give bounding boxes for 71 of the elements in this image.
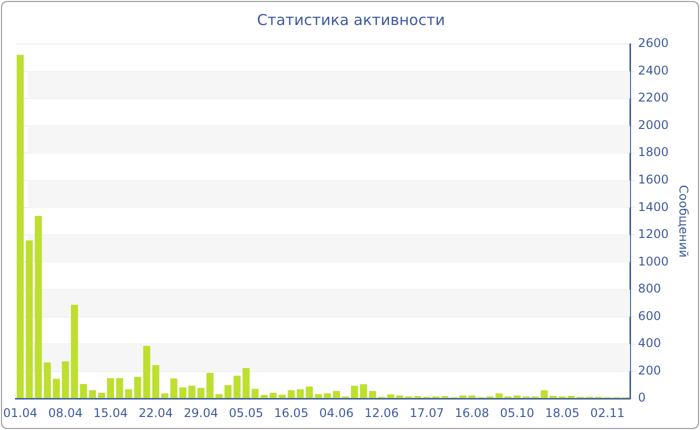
x-tick-label: 29.04 [184,406,218,420]
bar [134,376,142,398]
bar [468,395,476,398]
bar [324,393,331,398]
y2-tick-label: 400 [638,336,661,350]
y2-tick-label: 600 [638,308,661,323]
y2-tick-label: 2400 [638,63,669,78]
bar [387,394,394,398]
bar [70,304,78,398]
bar [98,392,106,398]
x-tick-label: 04.06 [319,406,354,420]
bar [34,216,42,398]
y2-axis-title: Сообщений [676,185,691,258]
bar [88,390,96,398]
bar [179,387,186,398]
bar [197,388,204,398]
x-tick-label: 12.06 [364,406,399,420]
x-tick-label: 15.04 [93,406,128,420]
bar [107,378,114,398]
bar [314,394,322,398]
x-tick-label: 16.05 [274,406,308,420]
bar [496,393,503,398]
bar [125,389,132,398]
x-tick-label: 05.05 [228,406,264,420]
bar [369,390,376,398]
bar [306,386,313,398]
bar [242,368,250,398]
bar [215,394,223,398]
bar [360,384,368,398]
bar [80,384,87,398]
y2-tick-label: 800 [638,282,661,296]
bar [252,388,259,398]
bar [514,395,521,398]
y2-tick-label: 1000 [638,254,669,268]
x-tick-label: 05.10 [500,406,534,420]
x-tick-label: 01.04 [3,406,38,420]
y2-tick-label: 0 [638,390,646,405]
bar [270,392,277,398]
bar [206,372,214,398]
y2-tick-label: 2200 [638,90,669,105]
y2-tick-label: 1600 [638,172,669,187]
bar [143,346,150,398]
y2-tick-label: 2000 [638,118,669,132]
bar [296,389,304,398]
bar [170,378,178,398]
bar [224,385,232,398]
x-tick-label: 16.08 [454,406,490,420]
y2-tick-label: 200 [638,363,661,378]
bar [234,376,241,398]
bar [188,386,196,398]
bar [260,395,268,398]
x-tick-label: 18.05 [545,406,580,420]
x-tick-label: 22.04 [138,406,173,420]
x-tick-label: 17.07 [410,406,444,420]
bar [52,378,60,398]
y2-tick-label: 1200 [638,227,669,242]
y2-tick-label: 1400 [638,200,669,214]
y2-tick-label: 1800 [638,145,669,160]
bar [350,386,358,398]
bar [396,395,404,398]
bar [332,390,340,398]
bar [44,362,51,398]
x-tick-label: 08.04 [48,406,83,420]
bar [161,393,168,398]
bar [62,361,69,398]
x-tick-label: 02.11 [590,406,625,420]
bar [459,395,466,398]
chart-title: Статистика активности [257,10,445,29]
bar [152,365,160,398]
bar [116,378,124,398]
y2-tick-label: 2600 [638,36,669,50]
